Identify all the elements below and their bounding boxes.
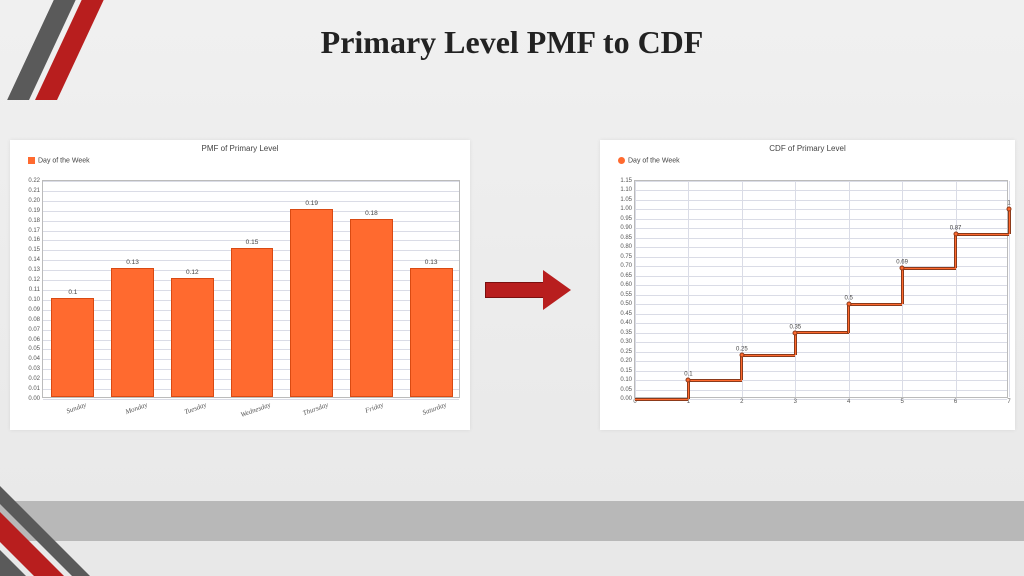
pmf-legend: Day of the Week [10,155,470,168]
cdf-chart-panel: CDF of Primary Level Day of the Week 0.0… [600,140,1015,430]
cdf-legend-swatch [618,157,625,164]
cdf-legend: Day of the Week [600,155,1015,168]
cdf-chart-title: CDF of Primary Level [600,140,1015,155]
pmf-bar: 0.1 [51,298,94,397]
pmf-bar: 0.12 [171,278,214,397]
cdf-legend-label: Day of the Week [628,157,680,164]
cdf-plot-area: 0.000.050.100.150.200.250.300.350.400.45… [634,180,1008,398]
pmf-bar: 0.15 [231,248,274,397]
pmf-bar: 0.13 [111,268,154,397]
pmf-legend-swatch [28,157,35,164]
pmf-chart-title: PMF of Primary Level [10,140,470,155]
page-title: Primary Level PMF to CDF [0,24,1024,61]
pmf-chart-panel: PMF of Primary Level Day of the Week 0.0… [10,140,470,430]
pmf-bar: 0.18 [350,219,393,397]
pmf-bar: 0.13 [410,268,453,397]
arrow-icon [485,270,585,310]
pmf-plot-area: 0.000.010.020.030.040.050.060.070.080.09… [42,180,460,398]
pmf-bar: 0.19 [290,209,333,397]
pmf-legend-label: Day of the Week [38,157,90,164]
